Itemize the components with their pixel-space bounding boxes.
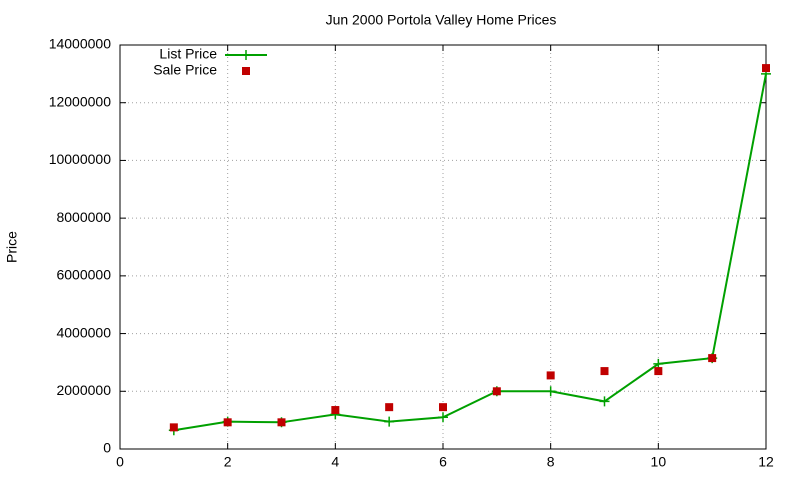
series-line: [173, 73, 767, 432]
data-point: [600, 367, 609, 376]
x-tick-label: 0: [116, 454, 124, 470]
plot-frame: [119, 44, 767, 450]
legend-label: Sale Price: [153, 62, 217, 78]
x-tick-label: 6: [439, 454, 447, 470]
data-point: [385, 403, 394, 412]
y-tick-label: 4000000: [56, 324, 111, 340]
data-point: [546, 371, 555, 380]
y-tick-label: 0: [103, 440, 111, 456]
y-tick-label: 2000000: [56, 382, 111, 398]
data-point: [708, 354, 717, 363]
y-tick-label: 10000000: [49, 151, 112, 167]
data-point: [654, 367, 663, 376]
data-point: [438, 412, 448, 423]
data-point: [331, 406, 340, 415]
chart-title: Jun 2000 Portola Valley Home Prices: [326, 12, 557, 28]
data-point: [545, 386, 556, 397]
data-point: [599, 396, 610, 407]
legend-label: List Price: [159, 46, 217, 62]
y-tick-label: 6000000: [56, 267, 111, 283]
legend-swatch: [242, 67, 250, 75]
y-tick-label: 12000000: [49, 93, 112, 109]
y-tick-label: 8000000: [56, 209, 111, 225]
y-tick-label: 14000000: [49, 36, 112, 52]
y-axis-label: Price: [4, 231, 20, 263]
data-point: [439, 403, 447, 412]
legend-swatch: [241, 50, 251, 60]
x-tick-label: 4: [331, 454, 339, 470]
data-point: [384, 416, 395, 427]
data-point: [492, 387, 501, 396]
x-tick-label: 8: [547, 454, 555, 470]
data-point: [277, 418, 286, 427]
x-tick-label: 2: [224, 454, 232, 470]
x-tick-label: 12: [758, 454, 774, 470]
data-point: [223, 418, 232, 427]
x-tick-label: 10: [651, 454, 667, 470]
data-point: [762, 64, 770, 73]
data-point: [169, 423, 178, 432]
